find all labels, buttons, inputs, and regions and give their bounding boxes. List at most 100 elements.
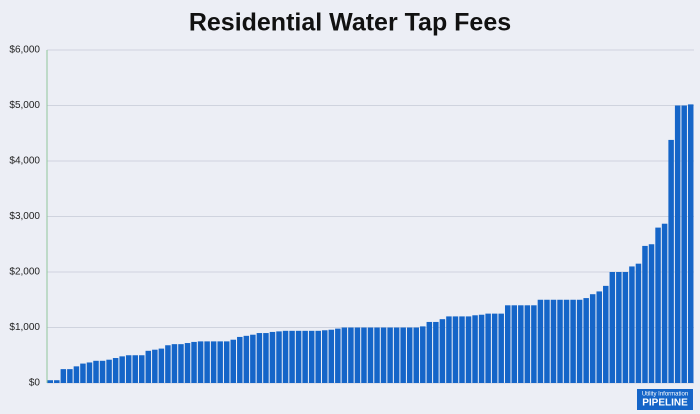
- chart-title: Residential Water Tap Fees: [189, 9, 511, 37]
- y-tick-label: $1,000: [9, 322, 40, 333]
- bar: [308, 330, 315, 383]
- bar: [674, 105, 681, 383]
- bar: [465, 316, 472, 383]
- bar: [204, 341, 210, 383]
- bar: [315, 330, 321, 383]
- bar: [687, 104, 694, 383]
- bar: [86, 362, 93, 383]
- bar: [80, 363, 86, 383]
- bar: [642, 245, 648, 383]
- bar: [622, 272, 629, 383]
- bar: [230, 339, 237, 383]
- bar: [119, 356, 125, 383]
- bar: [47, 380, 54, 383]
- bar: [413, 327, 419, 383]
- bar: [132, 355, 138, 383]
- bar: [406, 327, 413, 383]
- bar: [629, 266, 635, 383]
- bar: [380, 327, 387, 383]
- bar: [152, 349, 158, 383]
- y-tick-label: $3,000: [9, 211, 40, 222]
- bar: [531, 305, 537, 383]
- bar: [354, 327, 361, 383]
- bar: [171, 344, 178, 383]
- bar: [616, 272, 622, 383]
- bar: [73, 366, 80, 383]
- bar: [661, 223, 668, 383]
- bar: [93, 360, 99, 383]
- bar: [387, 327, 393, 383]
- bar: [478, 314, 485, 383]
- y-tick-label: $4,000: [9, 156, 40, 167]
- bar: [67, 369, 73, 383]
- bar: [217, 341, 223, 383]
- bar: [335, 328, 341, 383]
- bar: [589, 294, 596, 383]
- bar: [263, 333, 269, 383]
- bar: [322, 330, 328, 383]
- bar: [367, 327, 374, 383]
- logo-line2: PIPELINE: [642, 398, 688, 409]
- bar: [348, 327, 354, 383]
- bar: [328, 329, 335, 383]
- bar: [550, 299, 557, 383]
- bar: [237, 336, 243, 383]
- bar: [256, 333, 263, 383]
- bar: [139, 355, 145, 383]
- bar: [603, 285, 609, 383]
- bar: [341, 327, 348, 383]
- bar: [518, 305, 524, 383]
- bar: [112, 358, 119, 383]
- bar: [210, 341, 217, 383]
- bar: [125, 355, 132, 383]
- bar: [60, 369, 67, 383]
- bar: [178, 344, 184, 383]
- bar: [557, 299, 563, 383]
- bar: [596, 291, 602, 383]
- bar: [289, 330, 295, 383]
- bar: [269, 331, 276, 383]
- bar: [106, 359, 112, 383]
- bar: [243, 335, 250, 383]
- bar: [511, 305, 518, 383]
- bar: [609, 272, 616, 383]
- y-tick-label: $5,000: [9, 100, 40, 111]
- bar: [426, 321, 433, 383]
- bar: [282, 330, 289, 383]
- y-tick-label: $0: [29, 378, 41, 389]
- bar: [145, 350, 152, 383]
- bar: [439, 319, 446, 383]
- bar: [668, 139, 674, 383]
- bar: [295, 330, 302, 383]
- y-tick-label: $6,000: [9, 45, 40, 56]
- bar: [158, 348, 165, 383]
- bar: [184, 343, 191, 383]
- logo-line1: Utility Information: [642, 392, 688, 398]
- bar: [165, 345, 171, 383]
- logo-box: [637, 389, 693, 410]
- bar: [223, 341, 230, 383]
- bar: [583, 298, 589, 383]
- bar: [498, 313, 504, 383]
- bar: [635, 263, 642, 383]
- bar: [459, 316, 465, 383]
- bar: [361, 327, 367, 383]
- bar: [504, 305, 511, 383]
- bar: [99, 360, 106, 383]
- logo: Utility Information PIPELINE: [637, 389, 693, 410]
- bar: [191, 341, 197, 383]
- bar: [655, 227, 661, 383]
- y-tick-label: $2,000: [9, 267, 40, 278]
- bar: [374, 327, 380, 383]
- bar: [446, 316, 452, 383]
- bar: [54, 380, 60, 383]
- bar: [648, 244, 655, 383]
- bar: [491, 313, 498, 383]
- bar: [250, 334, 256, 383]
- bar: [420, 326, 426, 383]
- bar: [276, 331, 282, 383]
- bar: [544, 299, 550, 383]
- bar: [433, 321, 439, 383]
